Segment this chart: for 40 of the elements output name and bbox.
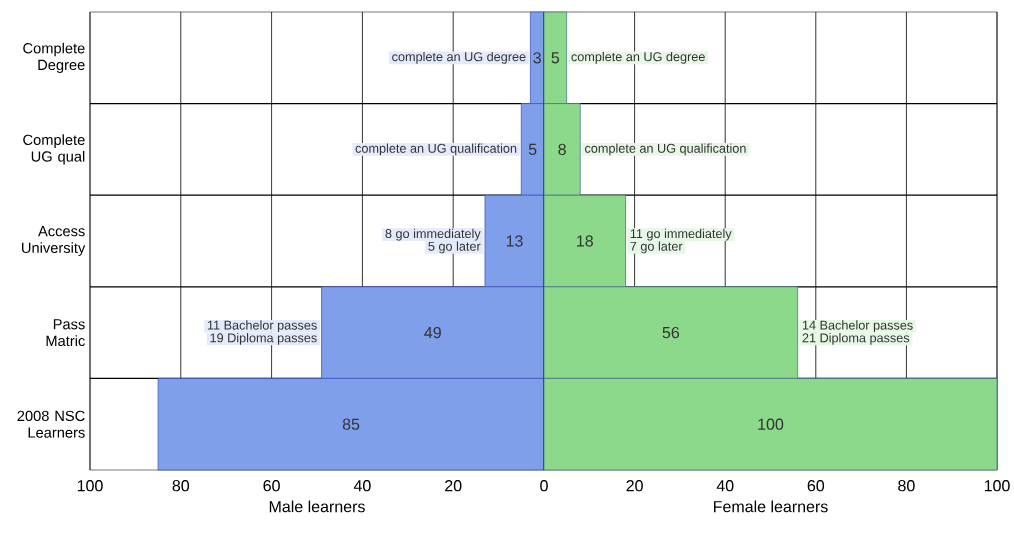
y-tick-label: Access University <box>22 226 86 256</box>
annotation: 14 Bachelor passes <box>802 320 913 333</box>
y-tick-label: Pass Matric <box>46 319 85 347</box>
annotation: complete an UG qualification <box>585 143 746 156</box>
x-tick-label: 20 <box>445 480 462 492</box>
data-label: 18 <box>577 235 593 247</box>
data-label: 56 <box>662 326 680 339</box>
x-tick-label: 80 <box>172 480 190 492</box>
y-tick-label: 2008 NSC Learners <box>17 410 85 438</box>
x-tick-label: 0 <box>540 480 548 492</box>
x-tick-label: 60 <box>263 480 280 492</box>
annotation: complete an UG degree <box>571 51 705 64</box>
x-tick-label: 100 <box>984 480 1010 492</box>
annotation: 21 Diploma passes <box>802 333 910 345</box>
data-label: 85 <box>342 418 360 430</box>
annotation: 7 go later <box>630 241 683 254</box>
data-label: 13 <box>506 235 523 247</box>
data-label: 100 <box>758 418 784 430</box>
annotation: 8 go immediately <box>385 228 481 241</box>
annotation: complete an UG qualification <box>355 143 517 156</box>
y-tick-label: Complete UG qual <box>23 134 85 165</box>
data-label: 8 <box>558 143 566 156</box>
annotation: complete an UG degree <box>392 51 526 64</box>
annotation: 11 Bachelor passes <box>207 320 317 333</box>
x-axis-title: Female learners <box>714 500 828 513</box>
data-label: 49 <box>424 326 441 339</box>
annotation: 19 Diploma passes <box>210 333 317 345</box>
annotation: 11 go immediately <box>630 228 732 241</box>
x-tick-label: 80 <box>898 480 915 492</box>
x-tick-label: 60 <box>807 480 825 492</box>
annotation: 5 go later <box>428 241 481 254</box>
data-label: 3 <box>533 52 541 64</box>
x-tick-label: 20 <box>626 480 643 492</box>
y-tick-label: Complete Degree <box>23 42 85 73</box>
data-label: 5 <box>528 143 537 155</box>
x-axis-title: Male learners <box>269 500 365 513</box>
data-label: 5 <box>551 52 560 64</box>
x-tick-label: 40 <box>716 480 734 492</box>
x-tick-label: 40 <box>353 480 371 492</box>
x-tick-label: 100 <box>77 480 103 492</box>
